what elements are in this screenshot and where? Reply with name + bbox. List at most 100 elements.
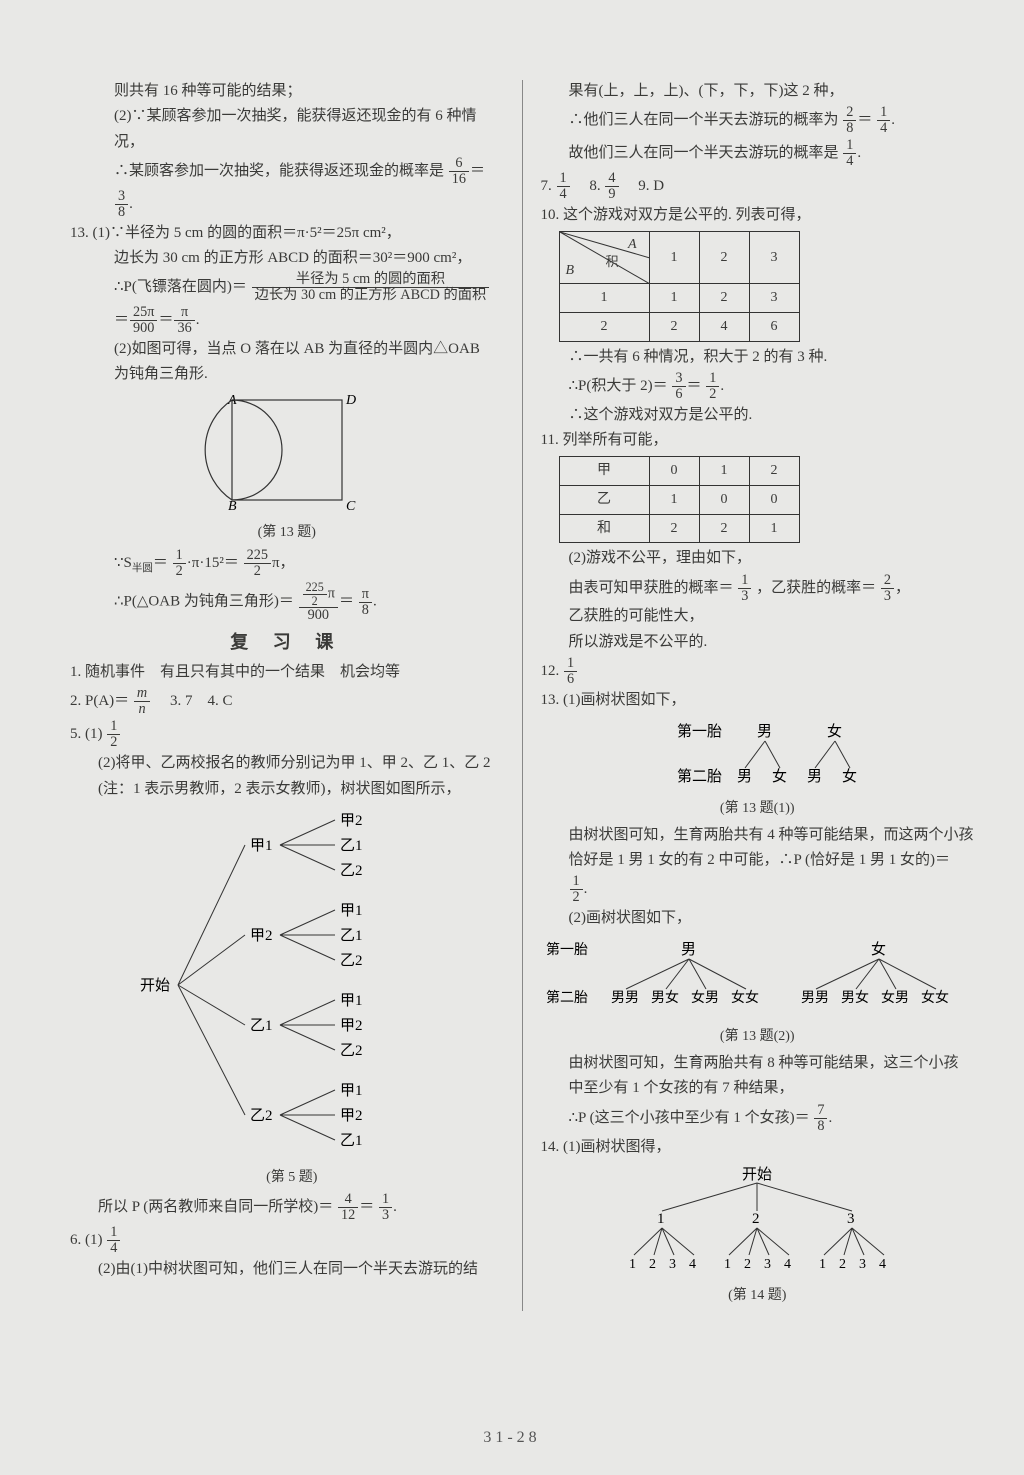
text: 12. 16	[541, 656, 975, 687]
fraction: 14	[557, 171, 570, 202]
text: ∴P(△OAB 为钝角三角形)＝	[114, 594, 294, 610]
fraction: π8	[359, 587, 372, 618]
svg-text:女: 女	[871, 940, 886, 958]
fraction: π36	[174, 305, 194, 336]
text: (2)由(1)中树状图可知，他们三人在同一个半天去游玩的结	[70, 1258, 504, 1281]
cell: 0	[749, 485, 799, 514]
svg-text:1: 1	[819, 1257, 826, 1272]
cell: 3	[749, 232, 799, 284]
figure-14: 开始 1 2 3 1 2 3 4 1 2	[541, 1163, 975, 1307]
text: 12.	[541, 874, 975, 905]
svg-text:甲2: 甲2	[340, 813, 363, 829]
svg-text:第二胎: 第二胎	[677, 767, 722, 785]
svg-text:甲1: 甲1	[340, 993, 363, 1009]
svg-text:C: C	[346, 499, 356, 514]
right-column: 果有(上，上，上)、(下，下，下)这 2 种， ∴他们三人在同一个半天去游玩的概…	[541, 80, 975, 1311]
cell: 4	[699, 312, 749, 341]
text: A	[628, 234, 637, 256]
text: 9. D	[623, 178, 664, 194]
svg-text:男男: 男男	[611, 991, 639, 1006]
fraction: 16	[564, 656, 577, 687]
svg-text:甲1: 甲1	[340, 903, 363, 919]
cell: 2	[749, 457, 799, 486]
svg-text:乙1: 乙1	[250, 1018, 273, 1034]
text: ∴P(积大于 2)＝ 36＝ 12.	[541, 371, 975, 402]
cell: 6	[749, 312, 799, 341]
fraction: 14	[107, 1225, 120, 1256]
text: 积	[605, 252, 618, 272]
fraction: 25π900	[130, 305, 157, 336]
figure-13-2: 第一胎 男 女 第二胎 男男 男女 女男 女女 男男 男女 女男 女女	[541, 934, 975, 1048]
text: 13. (1)∵半径为 5 cm 的圆的面积＝π·5²＝25π cm²，	[70, 222, 504, 245]
table-10: A 积 B 1 2 3 1 1 2 3 2 2 4 6	[559, 231, 800, 341]
svg-text:男: 男	[807, 769, 822, 785]
text: (2)画树状图如下，	[541, 907, 975, 930]
svg-text:男男: 男男	[801, 991, 829, 1006]
tree5-svg: 开始 甲1 甲2 乙1 乙2 甲2 乙1 乙2 甲1 乙1	[140, 805, 400, 1165]
cell: 2	[559, 312, 649, 341]
svg-text:3: 3	[859, 1257, 866, 1272]
cell: 1	[749, 514, 799, 543]
caption: (第 13 题(1))	[541, 798, 975, 820]
cell: 0	[649, 457, 699, 486]
cell: 2	[649, 514, 699, 543]
svg-text:乙1: 乙1	[340, 1133, 363, 1149]
text: 2. P(A)＝	[70, 693, 129, 709]
tree13-1-svg: 第一胎 男 女 第二胎 男 女 男 女	[627, 716, 887, 796]
text: 14. (1)画树状图得，	[541, 1136, 975, 1159]
cell: 3	[749, 284, 799, 313]
fraction: 49	[605, 171, 618, 202]
caption: (第 13 题)	[70, 522, 504, 544]
fraction: 28	[843, 105, 856, 136]
cell: 和	[559, 514, 649, 543]
text: ∴他们三人在同一个半天去游玩的概率为	[569, 112, 839, 128]
fraction: mn	[134, 686, 150, 717]
svg-text:男女: 男女	[651, 989, 679, 1006]
text: ∴P(飞镖落在圆内)＝ 半径为 5 cm 的圆的面积 边长为 30 cm 的正方…	[70, 272, 504, 303]
cell: 2	[699, 514, 749, 543]
svg-text:甲1: 甲1	[340, 1083, 363, 1099]
caption: (第 5 题)	[140, 1167, 504, 1189]
text: 8.	[574, 178, 604, 194]
text: ∴P (这三个小孩中至少有 1 个女孩)＝	[569, 1110, 810, 1126]
text: 况，	[70, 131, 504, 154]
caption: (第 14 题)	[541, 1285, 975, 1307]
cell: 1	[649, 232, 699, 284]
text: 由表可知甲获胜的概率＝ 13 ，乙获胜的概率＝ 23，	[541, 573, 975, 604]
svg-text:女: 女	[827, 722, 842, 740]
svg-text:2: 2	[752, 1211, 760, 1227]
svg-text:女男: 女男	[691, 989, 719, 1006]
fraction: 38	[115, 189, 128, 220]
fraction: 12	[107, 719, 120, 750]
cell: 1	[699, 457, 749, 486]
svg-text:男: 男	[681, 942, 696, 958]
svg-text:2: 2	[839, 1257, 846, 1272]
svg-text:乙2: 乙2	[340, 1043, 363, 1059]
page-number: 31-28	[0, 1426, 1024, 1451]
text: 所以 P (两名教师来自同一所学校)＝	[98, 1199, 333, 1215]
svg-text:乙1: 乙1	[340, 928, 363, 944]
svg-text:4: 4	[689, 1257, 696, 1272]
review-header: 复 习 课	[70, 629, 504, 657]
text: 6. (1) 14	[70, 1225, 504, 1256]
fraction: 23	[881, 573, 894, 604]
fraction: 半径为 5 cm 的圆的面积 边长为 30 cm 的正方形 ABCD 的面积	[252, 272, 490, 303]
fraction: 78	[814, 1103, 827, 1134]
fraction: 2252	[244, 548, 271, 579]
text: ∴他们三人在同一个半天去游玩的概率为 28＝ 14.	[541, 105, 975, 136]
svg-text:2: 2	[744, 1257, 751, 1272]
fraction: 36	[672, 371, 685, 402]
text: 13. (1)画树状图如下，	[541, 689, 975, 712]
text: 则共有 16 种等可能的结果；	[70, 80, 504, 103]
svg-text:女女: 女女	[921, 989, 949, 1006]
svg-text:男: 男	[757, 724, 772, 740]
cell: 1	[649, 485, 699, 514]
fraction: 412	[338, 1192, 358, 1223]
svg-text:1: 1	[629, 1257, 636, 1272]
fraction: 12	[570, 874, 583, 905]
cell: 乙	[559, 485, 649, 514]
text: (注：1 表示男教师，2 表示女教师)，树状图如图所示，	[70, 778, 504, 801]
svg-text:第二胎: 第二胎	[546, 989, 588, 1006]
text: ∵S	[114, 555, 132, 571]
caption: (第 13 题(2))	[541, 1026, 975, 1048]
